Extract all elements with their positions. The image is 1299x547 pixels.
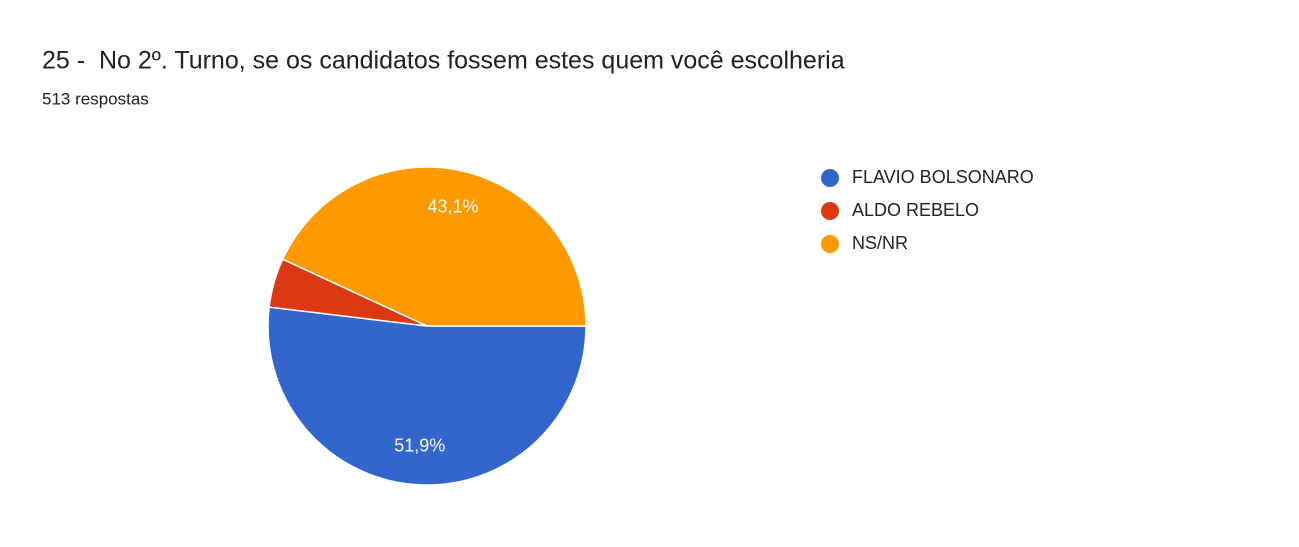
chart-subtitle: 513 respostas bbox=[42, 89, 149, 108]
legend-label: ALDO REBELO bbox=[852, 200, 979, 220]
legend-label: NS/NR bbox=[852, 233, 908, 253]
pie-slice bbox=[281, 166, 587, 327]
value-label: 51,9% bbox=[394, 435, 445, 455]
legend-label: FLAVIO BOLSONARO bbox=[852, 167, 1034, 187]
legend-swatch bbox=[821, 235, 839, 253]
value-label: 43,1% bbox=[427, 197, 478, 217]
legend-swatch bbox=[821, 202, 839, 220]
chart-title: 25 - No 2º. Turno, se os candidatos foss… bbox=[42, 47, 845, 75]
legend-swatch bbox=[821, 169, 839, 187]
pie-slice bbox=[267, 306, 587, 486]
